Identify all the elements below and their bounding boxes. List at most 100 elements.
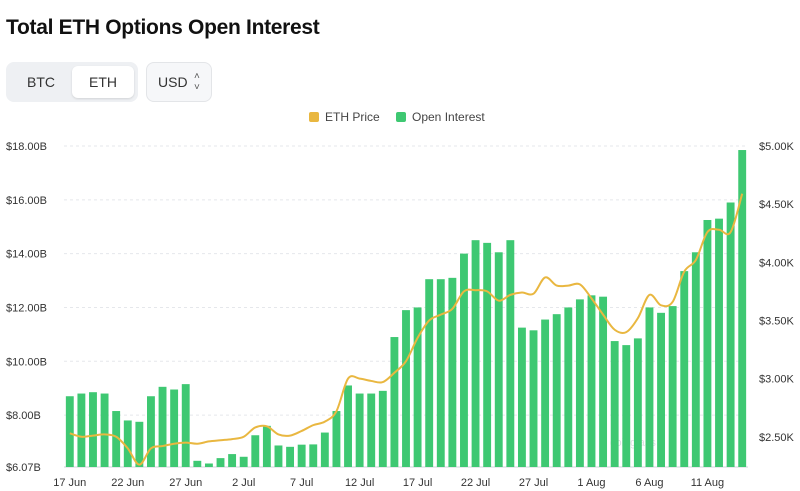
oi-bar: [320, 432, 329, 467]
oi-bar: [204, 463, 213, 467]
btc-tab[interactable]: BTC: [27, 74, 55, 90]
oi-bar: [193, 460, 202, 467]
oi-bar: [599, 296, 608, 467]
y-left-tick-label: $16.00B: [6, 195, 47, 207]
oi-bar: [297, 444, 306, 467]
oi-bar: [262, 425, 271, 467]
oi-bar: [436, 279, 445, 467]
y-left-tick-label: $10.00B: [6, 356, 47, 368]
eth-tab[interactable]: ETH: [72, 66, 134, 98]
oi-bar: [402, 310, 410, 467]
oi-bar: [564, 307, 573, 467]
x-tick-label: 11 Aug: [691, 477, 724, 489]
y-left-tick-label: $6.07B: [6, 462, 41, 474]
oi-bar: [668, 306, 677, 467]
y-right-tick-label: $3.50K: [759, 315, 795, 327]
oi-bar: [541, 319, 550, 467]
oi-bar: [552, 314, 561, 467]
legend-item-open-interest[interactable]: Open Interest: [396, 109, 485, 125]
oi-bar: [471, 240, 480, 467]
oi-bar: [123, 420, 132, 467]
x-tick-label: 7 Jul: [290, 477, 313, 489]
oi-bar: [633, 338, 642, 467]
eth-price-line: [69, 193, 744, 466]
y-left-tick-label: $12.00B: [6, 302, 47, 314]
oi-bar: [89, 392, 97, 467]
oi-bar: [181, 384, 190, 467]
oi-bar: [691, 252, 700, 467]
oi-bar: [413, 307, 422, 467]
oi-bar: [703, 219, 712, 467]
x-tick-label: 6 Aug: [635, 477, 663, 489]
oi-bar: [309, 444, 318, 467]
oi-bar: [610, 341, 619, 467]
oi-bar: [378, 390, 387, 467]
x-tick-label: 1 Aug: [577, 477, 605, 489]
currency-select[interactable]: USD ˄ ˅: [146, 62, 212, 102]
oi-bar: [575, 299, 584, 467]
oi-bar: [251, 435, 260, 467]
watermark: coinglass: [610, 437, 656, 449]
oi-bar: [460, 253, 468, 467]
y-right-tick-label: $4.50K: [759, 199, 795, 211]
currency-value: USD: [158, 74, 188, 90]
oi-bar: [332, 411, 341, 467]
oi-bar: [344, 385, 352, 467]
oi-bar: [726, 202, 735, 467]
page-title: Total ETH Options Open Interest: [6, 16, 320, 39]
oi-bar: [274, 445, 283, 467]
oi-bar: [517, 327, 526, 467]
x-tick-label: 22 Jun: [111, 477, 144, 489]
oi-bar: [216, 458, 225, 467]
legend-label: ETH Price: [325, 110, 380, 124]
x-tick-label: 12 Jul: [345, 477, 374, 489]
oi-bar: [506, 240, 515, 467]
x-tick-label: 22 Jul: [461, 477, 490, 489]
oi-bar: [158, 386, 167, 467]
y-left-tick-label: $8.00B: [6, 410, 41, 422]
y-right-tick-label: $5.00K: [759, 141, 795, 153]
y-right-tick-label: $4.00K: [759, 257, 795, 269]
oi-bar: [657, 312, 665, 467]
oi-bar: [170, 389, 179, 467]
x-tick-label: 2 Jul: [232, 477, 255, 489]
chevron-updown-icon: ˄ ˅: [194, 71, 200, 93]
oi-bar: [367, 393, 376, 467]
legend-swatch: [396, 112, 406, 122]
oi-bar: [494, 252, 503, 467]
oi-bar: [738, 150, 747, 467]
oi-bar: [680, 271, 689, 467]
oi-bar: [425, 279, 434, 467]
oi-bar: [228, 454, 237, 467]
oi-bar: [448, 277, 457, 467]
oi-bar: [529, 330, 538, 467]
legend: ETH Price Open Interest: [0, 109, 800, 125]
oi-bar: [112, 411, 121, 467]
x-tick-label: 27 Jul: [519, 477, 548, 489]
oi-bar: [622, 345, 631, 467]
asset-toggle: BTC ETH: [6, 62, 138, 102]
oi-bar: [390, 337, 399, 467]
oi-bar: [483, 242, 492, 467]
x-tick-label: 27 Jun: [169, 477, 202, 489]
legend-item-eth-price[interactable]: ETH Price: [309, 109, 380, 125]
oi-bar: [65, 396, 74, 467]
oi-bar: [147, 396, 155, 467]
y-right-tick-label: $3.00K: [759, 374, 795, 386]
oi-bar: [715, 218, 723, 467]
oi-bar: [286, 446, 295, 467]
oi-bar: [77, 393, 86, 467]
oi-bar: [355, 393, 364, 467]
x-tick-label: 17 Jun: [53, 477, 86, 489]
legend-swatch: [309, 112, 319, 122]
y-right-tick-label: $2.50K: [759, 432, 795, 444]
oi-bar: [645, 307, 654, 467]
y-left-tick-label: $18.00B: [6, 141, 47, 153]
oi-bar: [239, 456, 248, 467]
y-left-tick-label: $14.00B: [6, 249, 47, 261]
x-tick-label: 17 Jul: [403, 477, 432, 489]
oi-bar: [587, 295, 596, 467]
legend-label: Open Interest: [412, 110, 485, 124]
oi-bar: [135, 421, 144, 467]
